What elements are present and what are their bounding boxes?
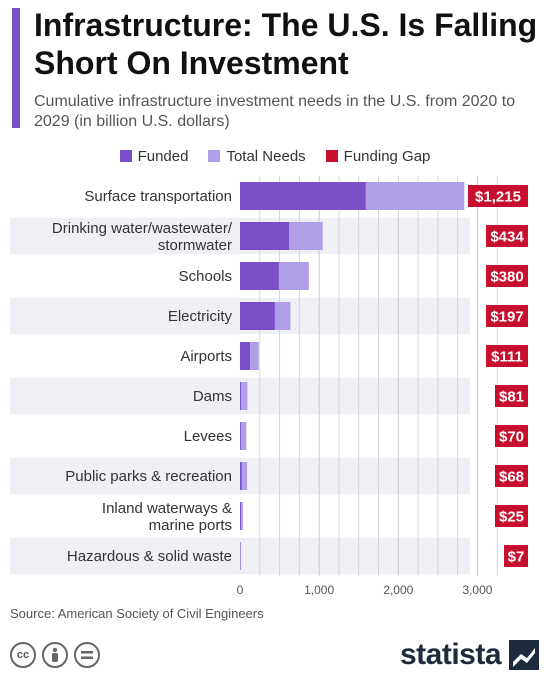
accent-bar — [12, 8, 20, 128]
category-label: Dams — [193, 388, 232, 405]
legend-label-funded: Funded — [137, 147, 189, 165]
chart-area: Surface transportation $1,215 Drinking wat… — [10, 176, 528, 597]
gap-label: $70 — [499, 429, 524, 446]
x-tick-label: 2,000 — [383, 583, 413, 597]
category-label: Levees — [184, 428, 232, 445]
category-label: Inland waterways & marine ports — [102, 500, 232, 534]
bar-total-needs — [240, 542, 241, 570]
bar-funded — [240, 502, 241, 530]
logo-text: statista — [400, 638, 502, 671]
gap-label-box — [504, 545, 528, 567]
gap-label: $7 — [508, 549, 525, 566]
bar-total-needs — [240, 422, 247, 450]
gap-label-box — [495, 425, 528, 447]
gap-label: $111 — [491, 349, 523, 366]
gap-label: $434 — [490, 229, 524, 246]
legend-item-total-needs: Total Needs — [208, 146, 306, 166]
gap-label: $68 — [499, 469, 524, 486]
legend-item-funding-gap: Funding Gap — [325, 146, 431, 166]
gap-label-box — [486, 345, 528, 367]
cc-icon: cc — [10, 642, 36, 668]
x-tick-label: 1,000 — [304, 583, 334, 597]
legend-item-funded: Funded — [119, 146, 189, 166]
source-note: Source: American Society of Civil Engine… — [10, 606, 264, 621]
gap-label: $197 — [490, 309, 523, 326]
x-tick-label: 3,000 — [462, 583, 492, 597]
license-icons: cc — [10, 642, 100, 668]
bar-funded — [240, 262, 279, 290]
gap-label: $25 — [499, 509, 524, 526]
bar-total-needs — [240, 462, 248, 490]
legend-swatch-funding-gap — [325, 150, 338, 162]
gap-label-box — [486, 305, 528, 327]
gap-label-box — [468, 185, 528, 207]
category-label: Surface transportation — [84, 188, 232, 205]
no-derivatives-icon — [74, 642, 100, 668]
gap-label: $81 — [499, 389, 524, 406]
category-label: Schools — [179, 268, 232, 285]
legend-label-funding-gap: Funding Gap — [343, 147, 431, 165]
x-tick-label: 0 — [237, 583, 244, 597]
category-label: Airports — [180, 348, 232, 365]
bar-funded — [240, 182, 366, 210]
bar-funded — [240, 422, 241, 450]
gap-label: $380 — [490, 269, 523, 286]
statista-logo: statista — [400, 638, 540, 672]
chart-title: Infrastructure: The U.S. Is Falling Shor… — [34, 7, 538, 81]
gap-label-box — [486, 265, 528, 287]
gap-label-box — [495, 505, 528, 527]
bar-funded — [240, 222, 290, 250]
logo-mark-icon — [509, 640, 540, 670]
bar-total-needs — [240, 382, 248, 410]
legend-swatch-total-needs — [208, 150, 221, 162]
bar-funded — [240, 382, 241, 410]
attribution-icon — [42, 642, 68, 668]
category-label: Drinking water/wastewater/stormwater — [52, 220, 233, 254]
gap-label-box — [495, 465, 528, 487]
legend-swatch-funded — [119, 150, 132, 162]
bar-funded — [240, 342, 250, 370]
legend: Funded Total Needs Funding Gap — [0, 146, 550, 166]
category-label: Electricity — [168, 308, 233, 325]
gap-label-box — [486, 225, 528, 247]
bar-funded — [240, 302, 275, 330]
bar-funded — [240, 462, 242, 490]
category-label: Public parks & recreation — [65, 468, 232, 485]
legend-label-total-needs: Total Needs — [226, 147, 306, 165]
bar-total-needs — [240, 502, 243, 530]
gap-label-box — [495, 385, 528, 407]
chart-subtitle: Cumulative infrastructure investment nee… — [34, 93, 516, 130]
gap-label: $1,215 — [475, 189, 521, 206]
category-label: Hazardous & solid waste — [67, 548, 232, 565]
